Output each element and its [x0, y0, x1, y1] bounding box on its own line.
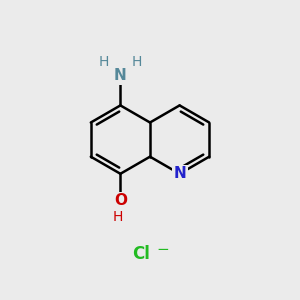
Text: N: N: [173, 166, 186, 181]
Text: N: N: [114, 68, 127, 83]
Text: H: H: [99, 55, 109, 69]
Text: Cl: Cl: [132, 245, 150, 263]
Text: H: H: [112, 210, 123, 224]
Text: H: H: [132, 55, 142, 69]
Text: −: −: [156, 242, 169, 257]
Text: O: O: [114, 193, 127, 208]
